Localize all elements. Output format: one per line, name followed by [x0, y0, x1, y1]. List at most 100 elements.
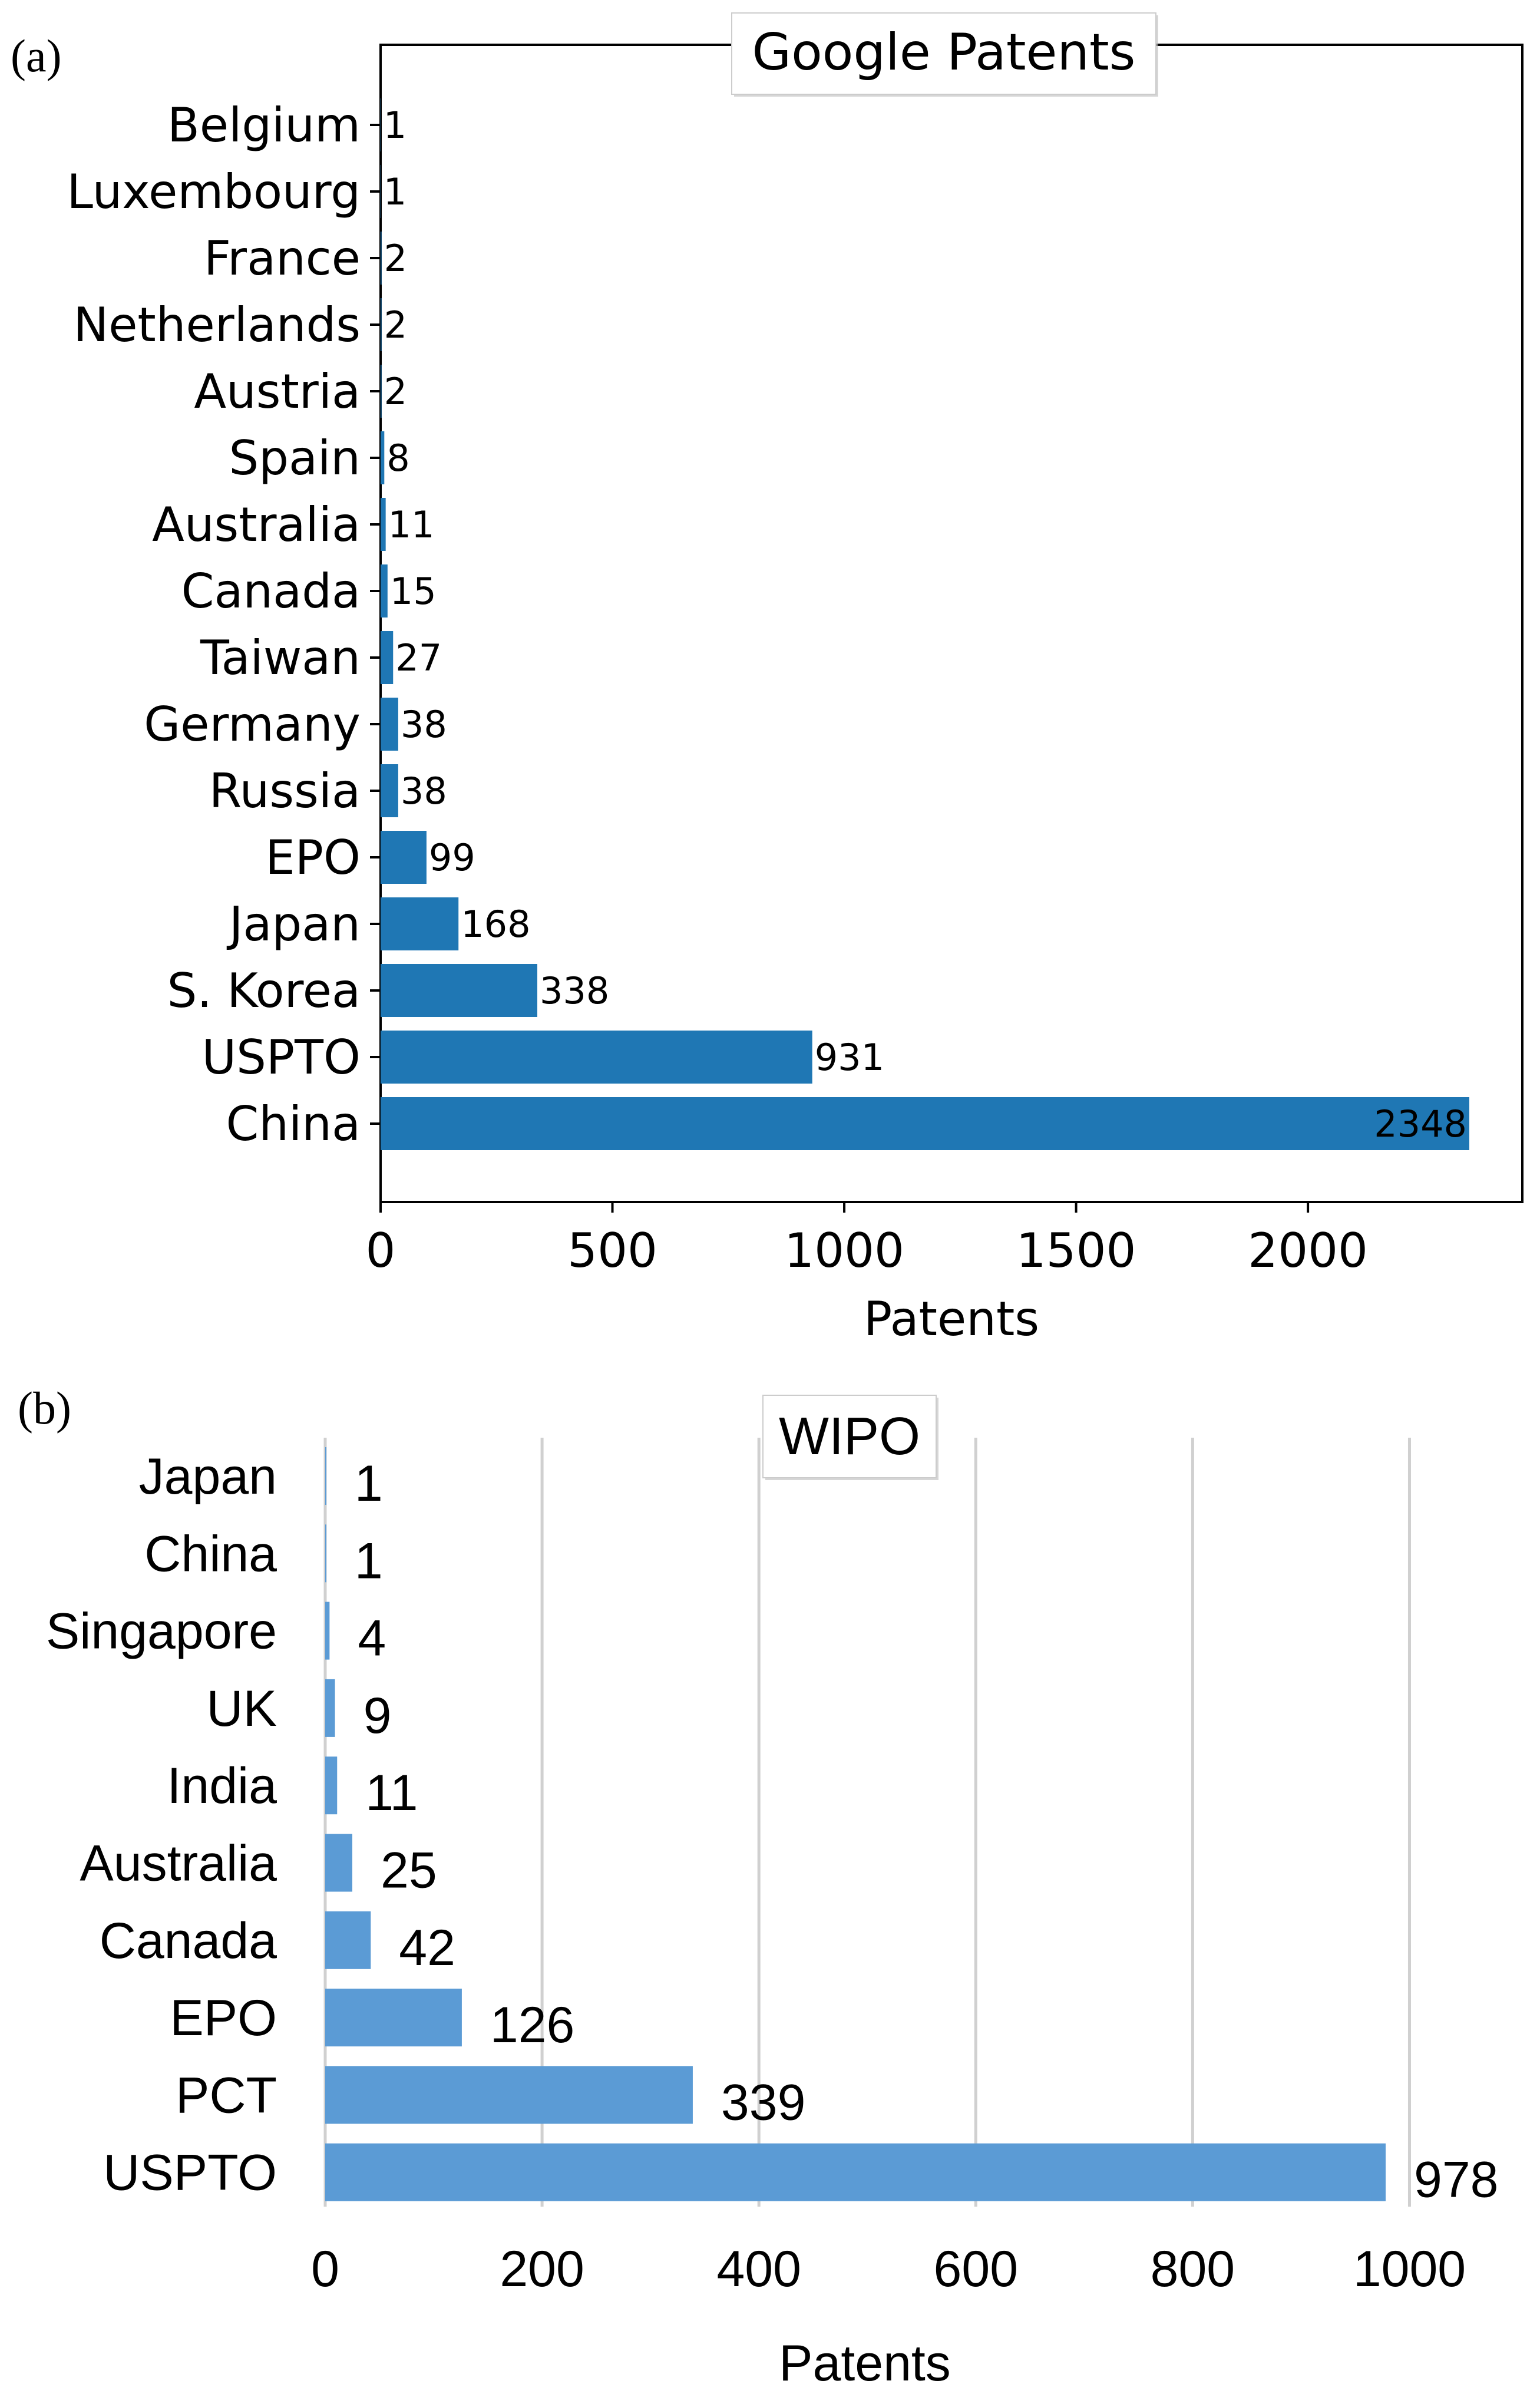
bar-uspto: [325, 2143, 1386, 2201]
bar-japan: [381, 897, 459, 950]
y-tick-label: Japan: [139, 1448, 277, 1505]
x-tick-label: 200: [500, 2241, 584, 2297]
y-tick-label: USPTO: [202, 1030, 361, 1085]
y-tick-label: Germany: [144, 697, 361, 752]
bar-pct: [325, 2066, 693, 2124]
value-label: 27: [395, 636, 442, 679]
panel-label-b: (b): [18, 1382, 71, 1434]
bar-uk: [325, 1679, 335, 1737]
y-tick-label: USPTO: [103, 2145, 277, 2201]
bar-netherlands: [381, 298, 382, 351]
bar-australia: [381, 498, 386, 551]
bar-taiwan: [381, 631, 394, 684]
x-tick-label: 2000: [1248, 1223, 1368, 1278]
bar-japan: [325, 1447, 326, 1505]
chart-panel-a: Belgium 1 Luxembourg 1 France 2 Netherlands 2 Au…: [11, 12, 1524, 1346]
bar-china: [325, 1524, 326, 1583]
chart-panel-b: Japan 1 China 1 Singapore 4 UK 9 India 11 Australi…: [0, 1349, 1540, 2394]
y-tick-label: Taiwan: [200, 630, 361, 685]
y-tick-label: Canada: [181, 564, 361, 619]
y-tick-label: S. Korea: [167, 963, 361, 1018]
y-tick-label: China: [144, 1525, 277, 1582]
bar-germany: [381, 698, 398, 751]
y-tick-label: Netherlands: [73, 298, 361, 352]
value-label: 2: [384, 237, 407, 280]
bar-spain: [381, 431, 385, 484]
y-tick-label: Russia: [209, 764, 361, 818]
chart-title: Google Patents: [752, 23, 1136, 82]
bar-epo: [325, 1989, 462, 2047]
value-label: 11: [388, 503, 435, 546]
bar-s-korea: [381, 964, 538, 1017]
value-label: 38: [401, 703, 447, 746]
value-label: 1: [384, 104, 407, 147]
x-tick-label: 1500: [1016, 1223, 1136, 1278]
bar-austria: [381, 365, 382, 418]
value-label: 931: [815, 1036, 884, 1079]
value-label: 25: [381, 1842, 437, 1899]
y-tick-label: PCT: [176, 2067, 277, 2124]
value-label: 2: [384, 303, 407, 346]
value-label: 978: [1414, 2152, 1499, 2208]
y-tick-label: France: [204, 231, 361, 286]
chart-title: WIPO: [779, 1407, 920, 1466]
y-tick-label: EPO: [170, 1990, 277, 2046]
value-label: 338: [540, 969, 609, 1012]
value-label: 2: [384, 370, 407, 413]
bar-epo: [381, 831, 427, 884]
value-label: 4: [358, 1610, 386, 1667]
title-box: [762, 1395, 937, 1478]
y-tick-label: India: [167, 1758, 277, 1814]
x-tick-label: 1000: [1353, 2241, 1466, 2297]
plot-frame: [379, 44, 1524, 1203]
bar-singapore: [325, 1601, 330, 1660]
value-label: 2348: [1374, 1102, 1467, 1145]
title-box: [731, 12, 1156, 95]
y-tick-label: Japan: [226, 897, 361, 952]
value-label: 126: [490, 1997, 575, 2053]
value-label: 168: [461, 903, 530, 946]
x-tick-label: 0: [311, 2241, 339, 2297]
y-tick-label: Canada: [100, 1913, 277, 1969]
y-tick-label: Austria: [194, 364, 361, 419]
x-tick-label: 400: [716, 2241, 801, 2297]
panel-label-a: (a): [11, 30, 62, 81]
value-label: 8: [386, 437, 409, 480]
bar-australia: [325, 1834, 353, 1892]
value-label: 1: [355, 1455, 383, 1512]
y-tick-label: Australia: [80, 1835, 277, 1892]
x-axis-label: Patents: [779, 2335, 951, 2392]
y-tick-label: Spain: [229, 431, 361, 486]
y-tick-label: Australia: [152, 497, 361, 552]
bar-canada: [325, 1911, 371, 1969]
value-label: 42: [399, 1920, 455, 1976]
x-tick-label: 600: [934, 2241, 1019, 2297]
y-tick-label: Luxembourg: [67, 164, 361, 219]
x-tick-label: 0: [366, 1223, 396, 1278]
bar-canada: [381, 564, 388, 618]
value-label: 38: [401, 770, 447, 813]
bar-russia: [381, 764, 398, 817]
value-label: 15: [390, 570, 437, 613]
x-tick-label: 800: [1151, 2241, 1235, 2297]
y-tick-label: Belgium: [167, 98, 361, 153]
x-tick-label: 1000: [784, 1223, 904, 1278]
y-tick-label: EPO: [265, 830, 361, 885]
value-label: 1: [384, 170, 407, 213]
google-patents-chart: Belgium 1 Luxembourg 1 France 2 Netherlands 2 Au…: [67, 12, 1524, 1346]
value-label: 99: [429, 836, 475, 879]
y-tick-label: UK: [207, 1680, 277, 1737]
bar-india: [325, 1756, 338, 1815]
value-label: 339: [721, 2074, 806, 2131]
bar-france: [381, 232, 382, 285]
bar-china: [381, 1097, 1469, 1150]
bar-uspto: [381, 1031, 812, 1084]
x-tick-label: 500: [567, 1223, 657, 1278]
wipo-chart: Japan 1 China 1 Singapore 4 UK 9 India 11 Australi…: [46, 1395, 1499, 2392]
value-label: 1: [355, 1533, 383, 1589]
value-label: 9: [363, 1688, 392, 1744]
y-tick-label: China: [226, 1097, 361, 1151]
value-label: 11: [365, 1765, 418, 1821]
y-tick-label: Singapore: [46, 1603, 277, 1660]
x-axis-label: Patents: [864, 1292, 1039, 1346]
